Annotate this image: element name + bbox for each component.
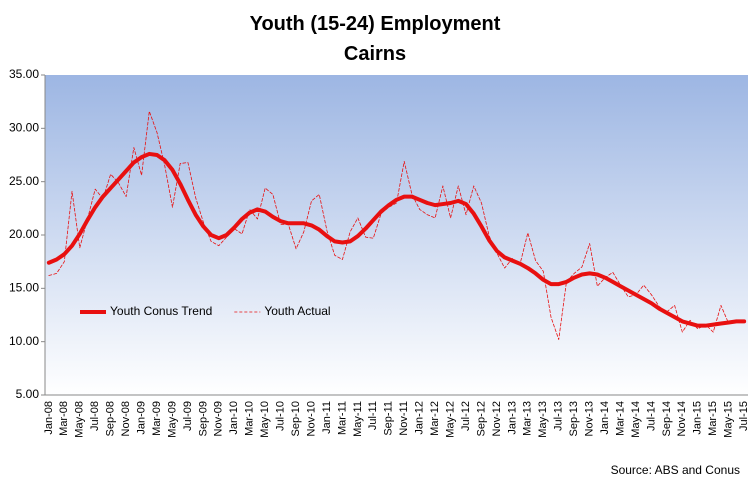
x-tick-label: Mar-09 — [151, 401, 163, 436]
x-tick-label: Sep-13 — [568, 401, 580, 436]
x-tick-label: Sep-14 — [661, 401, 673, 436]
x-tick-label: Sep-08 — [105, 401, 117, 436]
x-tick-label: May-13 — [537, 401, 549, 438]
x-tick-label: Mar-08 — [58, 401, 70, 436]
x-tick-label: Nov-14 — [676, 401, 688, 436]
x-tick-label: May-09 — [166, 401, 178, 438]
x-tick-label: Nov-08 — [120, 401, 132, 436]
x-tick-label: Nov-11 — [398, 401, 410, 436]
x-tick-label: Mar-15 — [707, 401, 719, 436]
chart-title: Youth (15-24) Employment — [250, 13, 501, 35]
x-tick-label: Mar-14 — [614, 401, 626, 436]
x-tick-label: Jul-12 — [460, 401, 472, 431]
x-tick-label: Nov-09 — [213, 401, 225, 436]
x-tick-label: Jul-15 — [738, 401, 750, 431]
x-tick-label: Jul-11 — [367, 401, 379, 430]
x-tick-label: Jan-14 — [599, 401, 611, 435]
x-tick-label: Sep-09 — [197, 401, 209, 436]
x-tick-label: Nov-10 — [305, 401, 317, 436]
series-line — [48, 110, 745, 340]
x-tick-label: May-15 — [723, 401, 735, 438]
x-tick-label: May-08 — [74, 401, 86, 438]
x-tick-label: Jul-10 — [275, 401, 287, 431]
x-tick-label: Jan-08 — [43, 401, 55, 435]
x-tick-label: Sep-10 — [290, 401, 302, 436]
x-tick-label: May-12 — [444, 401, 456, 438]
x-tick-label: Jan-09 — [135, 401, 147, 435]
y-tick-label: 30.00 — [9, 121, 39, 135]
x-tick-label: Mar-12 — [429, 401, 441, 436]
x-tick-label: May-14 — [630, 401, 642, 438]
y-tick-label: 20.00 — [9, 227, 39, 241]
x-tick-label: Jul-08 — [89, 401, 101, 431]
x-tick-label: May-10 — [259, 401, 271, 438]
x-tick-label: Jan-12 — [414, 401, 426, 435]
y-tick-label: 5.00 — [16, 387, 40, 401]
x-tick-label: Nov-13 — [584, 401, 596, 436]
x-tick-label: Jul-14 — [645, 401, 657, 431]
x-tick-label: Sep-11 — [383, 401, 395, 436]
x-tick-label: Jan-11 — [321, 401, 333, 434]
x-tick-label: Jan-13 — [506, 401, 518, 435]
x-tick-label: Jul-13 — [553, 401, 565, 431]
y-tick-label: 35.00 — [9, 67, 39, 81]
legend-label: Youth Actual — [264, 304, 330, 318]
legend-label: Youth Conus Trend — [110, 304, 212, 318]
x-tick-label: May-11 — [352, 401, 364, 437]
x-tick-label: Mar-13 — [522, 401, 534, 436]
x-tick-label: Jul-09 — [182, 401, 194, 431]
x-tick-label: Mar-10 — [244, 401, 256, 436]
x-tick-label: Jan-10 — [228, 401, 240, 435]
x-tick-label: Sep-12 — [475, 401, 487, 436]
chart-subtitle: Cairns — [344, 43, 406, 65]
x-tick-label: Jan-15 — [692, 401, 704, 435]
y-tick-label: 10.00 — [9, 334, 39, 348]
y-tick-label: 15.00 — [9, 281, 39, 295]
plot-area — [45, 75, 748, 395]
x-tick-label: Nov-12 — [491, 401, 503, 436]
series-line — [46, 151, 747, 328]
x-tick-label: Mar-11 — [336, 401, 348, 435]
source-note: Source: ABS and Conus — [611, 463, 740, 477]
y-tick-label: 25.00 — [9, 174, 39, 188]
